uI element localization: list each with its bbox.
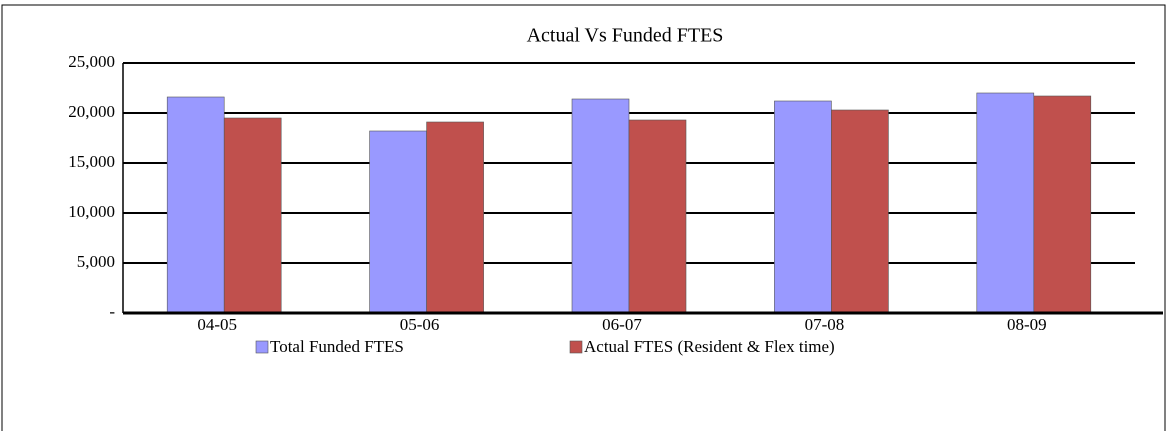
bar (1033, 95, 1092, 314)
bar (223, 117, 282, 314)
bar (774, 100, 832, 314)
y-tick-label: 20,000 (68, 102, 115, 121)
x-tick-label: 06-07 (602, 315, 642, 334)
x-tick-label: 04-05 (197, 315, 237, 334)
bar (369, 130, 427, 314)
legend-swatch (569, 340, 583, 354)
bar (571, 98, 630, 314)
x-tick-label: 08-09 (1007, 315, 1047, 334)
bar (166, 96, 225, 314)
bar (831, 109, 889, 314)
y-tick-label: 15,000 (68, 152, 115, 171)
x-tick-label: 05-06 (400, 315, 440, 334)
x-tick-label: 07-08 (805, 315, 845, 334)
legend-label: Actual FTES (Resident & Flex time) (584, 337, 835, 356)
y-tick-label: 10,000 (68, 202, 115, 221)
chart-title: Actual Vs Funded FTES (527, 25, 724, 47)
bar (976, 92, 1035, 314)
y-tick-label: 5,000 (77, 252, 115, 271)
y-tick-label: - (109, 302, 115, 321)
y-tick-label: 25,000 (68, 52, 115, 71)
bar (426, 121, 484, 314)
legend-swatch (255, 340, 269, 354)
bar (628, 119, 687, 314)
legend-label: Total Funded FTES (270, 337, 404, 356)
